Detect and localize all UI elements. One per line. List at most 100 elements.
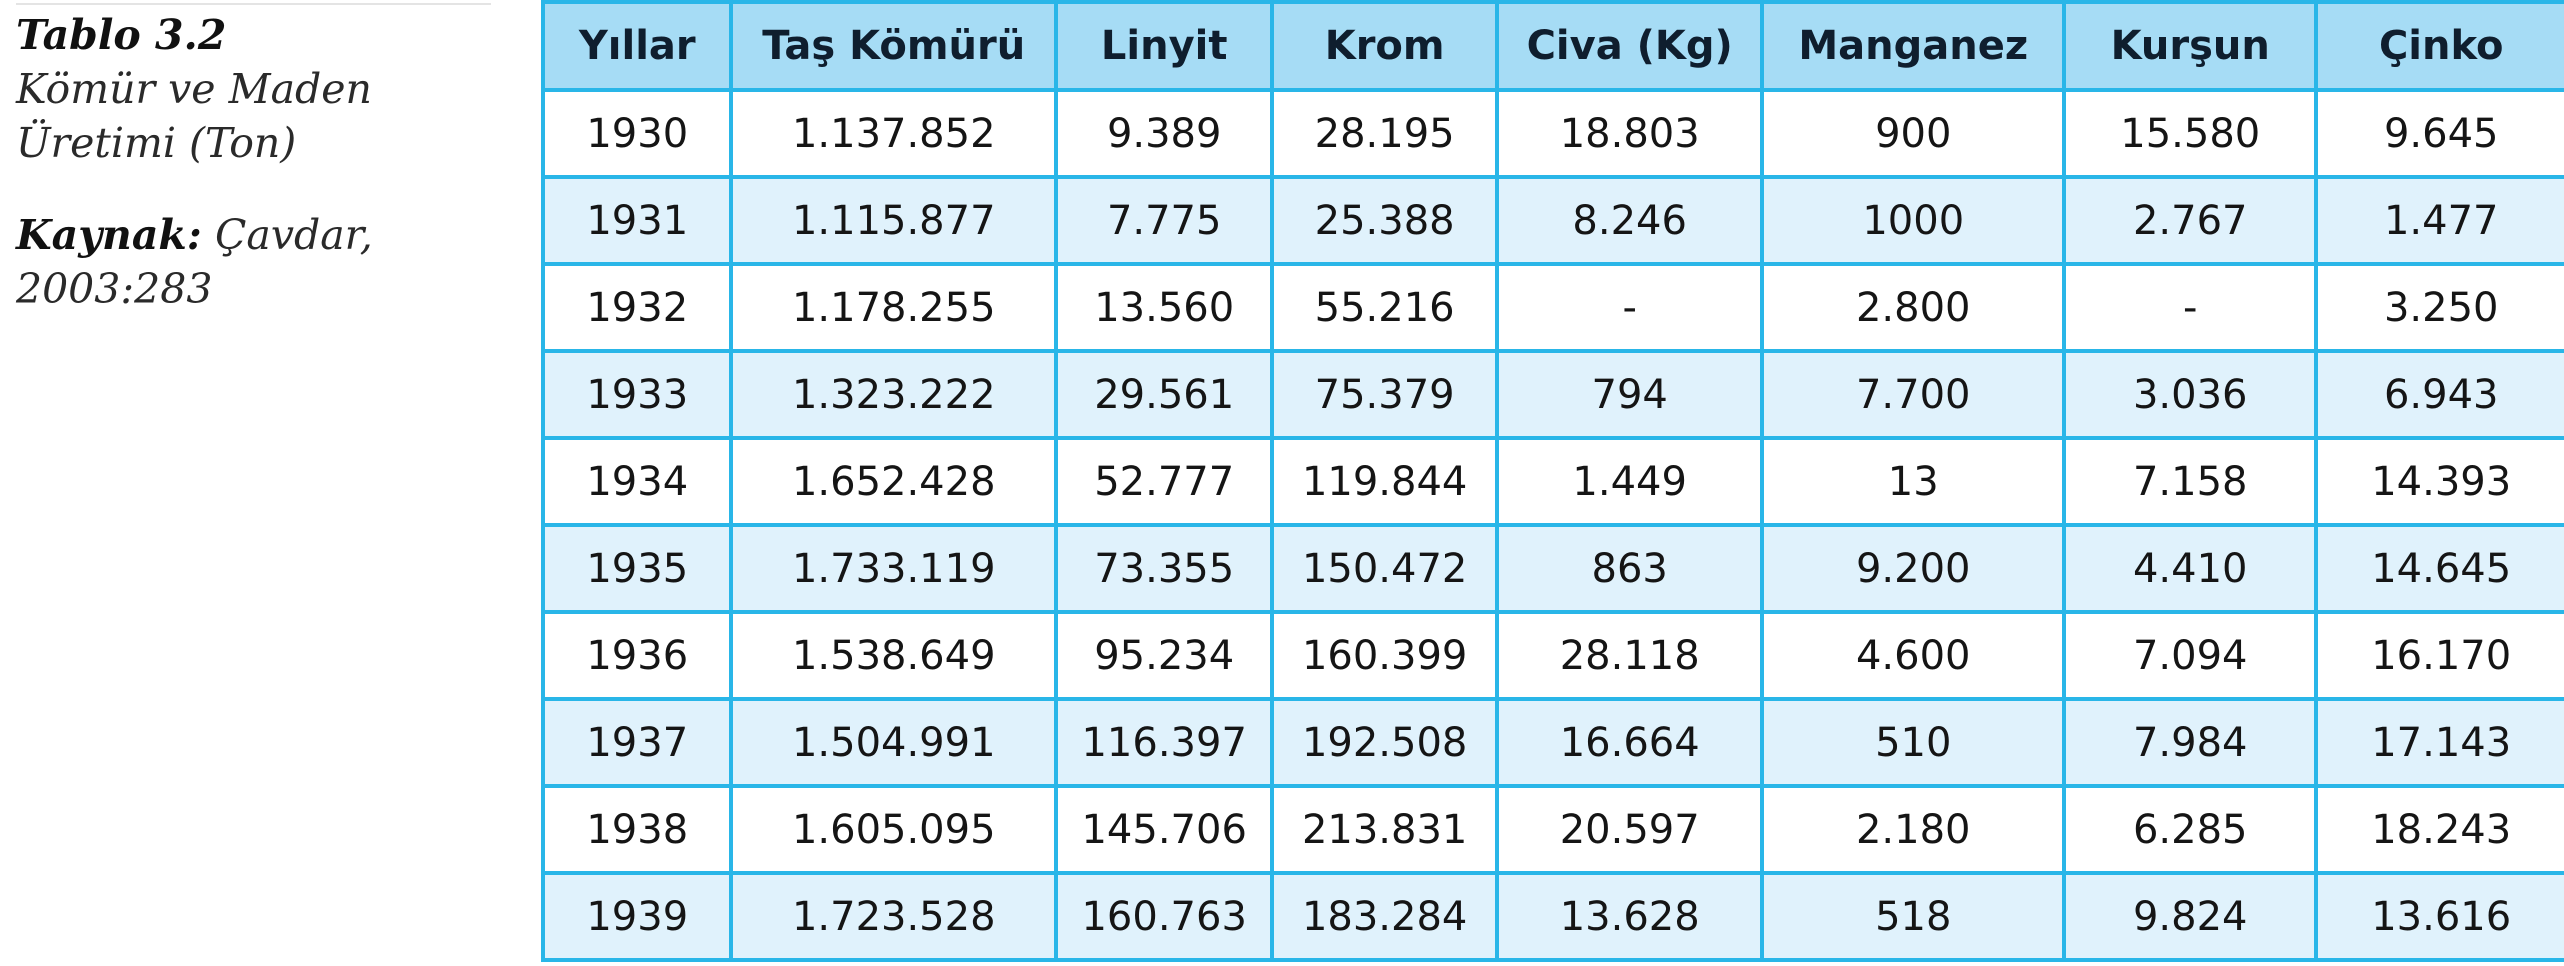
table-row: 1930 1.137.852 9.389 28.195 18.803 900 15.580 9…	[540, 88, 2564, 179]
table-cell: 1.449	[1494, 436, 1765, 527]
table-cell: 2.180	[1760, 784, 2067, 875]
table-cell: 213.831	[1270, 784, 1499, 875]
column-header: Çinko	[2314, 0, 2564, 92]
column-header: Manganez	[1760, 0, 2067, 92]
table-cell: 20.597	[1494, 784, 1765, 875]
table-cell: -	[2062, 262, 2319, 353]
year-cell: 1934	[540, 436, 734, 527]
table-cell: 119.844	[1270, 436, 1499, 527]
table-cell: 9.824	[2062, 871, 2319, 962]
table-cell: 150.472	[1270, 523, 1499, 614]
column-header: Kurşun	[2062, 0, 2319, 92]
table-label: Tablo 3.2	[16, 11, 227, 59]
table-cell: 1.538.649	[729, 610, 1059, 701]
table-cell: 75.379	[1270, 349, 1499, 440]
table-row: 1939 1.723.528 160.763 183.284 13.628 518 9.82…	[540, 871, 2564, 962]
table-cell: 510	[1760, 697, 2067, 788]
table-body: 1930 1.137.852 9.389 28.195 18.803 900 15.580 9…	[540, 88, 2564, 962]
table-cell: 2.800	[1760, 262, 2067, 353]
table-cell: 1.178.255	[729, 262, 1059, 353]
table-cell: 6.285	[2062, 784, 2319, 875]
table-row: 1932 1.178.255 13.560 55.216-2.800-3.250	[540, 262, 2564, 353]
table-cell: 14.393	[2314, 436, 2564, 527]
table-title-line-2: Üretimi (Ton)	[16, 119, 297, 167]
table-cell: 9.645	[2314, 88, 2564, 179]
table-cell: 95.234	[1054, 610, 1275, 701]
table-cell: 7.984	[2062, 697, 2319, 788]
table-cell: 7.775	[1054, 175, 1275, 266]
caption-divider	[16, 3, 491, 5]
year-cell: 1933	[540, 349, 734, 440]
table-cell: 28.195	[1270, 88, 1499, 179]
table-row: 1931 1.115.877 7.775 25.388 8.246 1000 2.767 1.…	[540, 175, 2564, 266]
source-reference: 2003:283	[16, 265, 213, 313]
table-cell: 1.115.877	[729, 175, 1059, 266]
year-cell: 1937	[540, 697, 734, 788]
column-header: Yıllar	[540, 0, 734, 92]
table-cell: 160.399	[1270, 610, 1499, 701]
table-cell: 13.616	[2314, 871, 2564, 962]
table-cell: 28.118	[1494, 610, 1765, 701]
table-cell: 29.561	[1054, 349, 1275, 440]
table-container: Yıllar Taş Kömürü Linyit Krom Civa (Kg) Manga…	[540, 0, 2564, 962]
table-cell: 16.170	[2314, 610, 2564, 701]
table-cell: 1.137.852	[729, 88, 1059, 179]
table-cell: 13.628	[1494, 871, 1765, 962]
production-table: Yıllar Taş Kömürü Linyit Krom Civa (Kg) Manga…	[540, 0, 2564, 962]
source-label: Kaynak:	[16, 211, 202, 259]
table-cell: 1.605.095	[729, 784, 1059, 875]
table-cell: 52.777	[1054, 436, 1275, 527]
table-row: 1933 1.323.222 29.561 75.379 794 7.700 3.036 6.…	[540, 349, 2564, 440]
year-cell: 1936	[540, 610, 734, 701]
table-cell: 17.143	[2314, 697, 2564, 788]
year-cell: 1938	[540, 784, 734, 875]
year-cell: 1930	[540, 88, 734, 179]
table-cell: 9.200	[1760, 523, 2067, 614]
table-row: 1934 1.652.428 52.777 119.844 1.449 13 7.158 14…	[540, 436, 2564, 527]
table-cell: 14.645	[2314, 523, 2564, 614]
table-cell: 15.580	[2062, 88, 2319, 179]
table-cell: 55.216	[1270, 262, 1499, 353]
table-row: 1937 1.504.991 116.397 192.508 16.664 510 7.98…	[540, 697, 2564, 788]
column-header: Krom	[1270, 0, 1499, 92]
table-cell: 1.733.119	[729, 523, 1059, 614]
table-cell: 183.284	[1270, 871, 1499, 962]
table-cell: 7.700	[1760, 349, 2067, 440]
table-row: 1935 1.733.119 73.355 150.472 863 9.200 4.410 1…	[540, 523, 2564, 614]
table-cell: 4.600	[1760, 610, 2067, 701]
table-cell: 6.943	[2314, 349, 2564, 440]
table-cell: 518	[1760, 871, 2067, 962]
table-cell: 1.504.991	[729, 697, 1059, 788]
table-cell: 160.763	[1054, 871, 1275, 962]
year-cell: 1932	[540, 262, 734, 353]
table-cell: 16.664	[1494, 697, 1765, 788]
source-citation: Kaynak: Çavdar,	[16, 208, 496, 262]
table-cell: 13.560	[1054, 262, 1275, 353]
column-header: Linyit	[1054, 0, 1275, 92]
table-cell: 18.803	[1494, 88, 1765, 179]
table-cell: 794	[1494, 349, 1765, 440]
column-header: Taş Kömürü	[729, 0, 1059, 92]
table-cell: 2.767	[2062, 175, 2319, 266]
table-cell: -	[1494, 262, 1765, 353]
table-cell: 4.410	[2062, 523, 2319, 614]
table-cell: 1000	[1760, 175, 2067, 266]
table-cell: 116.397	[1054, 697, 1275, 788]
table-cell: 13	[1760, 436, 2067, 527]
table-cell: 73.355	[1054, 523, 1275, 614]
table-cell: 7.094	[2062, 610, 2319, 701]
table-cell: 863	[1494, 523, 1765, 614]
table-cell: 145.706	[1054, 784, 1275, 875]
table-cell: 3.036	[2062, 349, 2319, 440]
source-author: Çavdar,	[215, 211, 373, 259]
table-row: 1938 1.605.095 145.706 213.831 20.597 2.180 6.…	[540, 784, 2564, 875]
table-cell: 25.388	[1270, 175, 1499, 266]
table-cell: 7.158	[2062, 436, 2319, 527]
table-caption: Tablo 3.2 Kömür ve Maden Üretimi (Ton) K…	[16, 0, 496, 316]
table-cell: 1.323.222	[729, 349, 1059, 440]
year-cell: 1935	[540, 523, 734, 614]
table-cell: 9.389	[1054, 88, 1275, 179]
table-cell: 192.508	[1270, 697, 1499, 788]
table-title-line-1: Kömür ve Maden	[16, 65, 372, 113]
table-header-row: Yıllar Taş Kömürü Linyit Krom Civa (Kg) Manga…	[540, 0, 2564, 92]
